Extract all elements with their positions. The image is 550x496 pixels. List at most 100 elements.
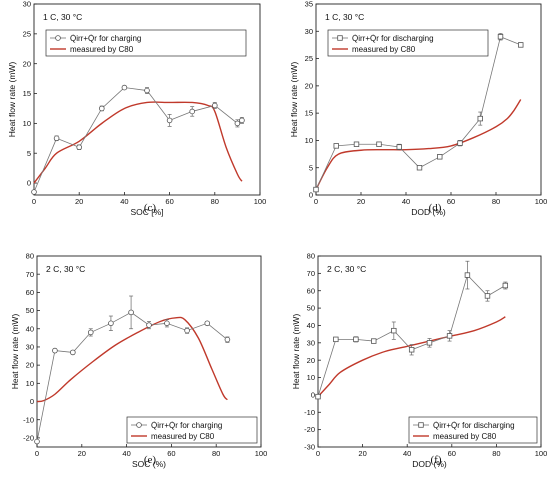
x-axis-label: SOC [%] (130, 207, 163, 217)
y-tick-label: 60 (26, 288, 34, 297)
x-tick-label: 80 (212, 449, 220, 458)
x-axis: 0 20 40 60 80 100 (35, 444, 267, 458)
plot-frame (315, 3, 542, 196)
data-point (391, 327, 397, 334)
data-point (144, 87, 150, 94)
x-tick-label: 40 (122, 449, 130, 458)
condition-annotation: 1 C, 30 °C (43, 12, 82, 22)
data-point (146, 322, 152, 328)
legend: Q̇irr+Q̇r for charging measured by C80 (126, 416, 258, 444)
x-axis: 0 20 40 60 80 100 (316, 444, 547, 458)
legend: Q̇irr+Q̇r for discharging measured by C80 (408, 416, 538, 444)
y-axis: -30 -20 -10 0 10 20 30 40 50 60 70 80 (304, 252, 321, 452)
data-point (34, 438, 40, 445)
series-line-measured-c80 (317, 316, 506, 398)
x-tick-label: 40 (403, 449, 411, 458)
legend-label-calculated: Q̇irr+Q̇r for charging (70, 34, 141, 43)
data-point (121, 84, 128, 91)
condition-annotation: 1 C, 30 °C (325, 12, 364, 22)
y-tick-label: 30 (23, 0, 31, 9)
y-tick-label: 40 (26, 324, 34, 333)
legend-box (327, 29, 489, 57)
x-tick-label: 0 (316, 449, 320, 458)
y-axis-label: Heat flow rate (mW) (10, 314, 20, 390)
x-tick-label: 60 (448, 449, 456, 458)
y-tick-label: 30 (305, 27, 313, 36)
legend-marker (136, 422, 142, 428)
panel-caption: (d) (429, 202, 442, 214)
legend-label-measured: measured by C80 (352, 45, 416, 54)
x-axis-label: DOD (%) (411, 207, 446, 217)
data-point (446, 333, 453, 339)
y-tick-label: 25 (23, 29, 31, 38)
y-tick-label: 5 (27, 149, 31, 158)
data-point (437, 154, 443, 160)
data-point (128, 309, 134, 316)
data-point (76, 144, 82, 151)
y-axis-label: Heat flow rate (mW) (7, 62, 17, 138)
x-tick-label: 20 (75, 197, 83, 206)
data-point (166, 117, 173, 124)
panel-caption: (e) (144, 454, 157, 466)
y-tick-label: 10 (307, 373, 315, 382)
y-tick-label: -30 (304, 443, 315, 452)
y-tick-label: -20 (23, 434, 34, 443)
data-point (353, 141, 360, 147)
x-tick-label: 100 (535, 449, 548, 458)
x-tick-label: 60 (167, 449, 175, 458)
y-tick-label: 50 (26, 306, 34, 315)
data-point (53, 135, 60, 142)
y-tick-label: 20 (23, 59, 31, 68)
y-tick-label: 70 (26, 270, 34, 279)
y-tick-label: 0 (309, 191, 313, 200)
y-tick-label: 20 (26, 361, 34, 370)
x-axis-label: SOC (%) (132, 459, 166, 469)
data-point (87, 329, 94, 336)
data-point (502, 282, 509, 289)
x-tick-label: 80 (492, 197, 500, 206)
y-tick-label: 25 (305, 54, 313, 63)
x-tick-label: 20 (357, 197, 365, 206)
y-tick-label: 0 (30, 397, 34, 406)
data-point (70, 349, 76, 356)
x-tick-label: 100 (535, 197, 548, 206)
y-tick-label: 80 (307, 252, 315, 261)
data-point (52, 347, 58, 354)
y-axis-label: Heat flow rate (mW) (291, 314, 301, 390)
data-point (212, 102, 218, 109)
x-tick-label: 80 (211, 197, 219, 206)
y-tick-label: 40 (307, 321, 315, 330)
y-tick-label: -10 (23, 415, 34, 424)
data-point (234, 120, 241, 127)
data-point (408, 347, 415, 353)
panel-f: 0 20 40 60 80 100 -30 -20 -10 0 10 20 30 40 50 60 70 80 DO… (291, 252, 547, 469)
condition-annotation: 2 C, 30 °C (327, 264, 366, 274)
data-point (313, 186, 319, 193)
plot-frame (33, 3, 261, 196)
data-point (416, 165, 423, 171)
y-tick-label: 15 (305, 109, 313, 118)
legend-box (126, 416, 258, 444)
x-tick-label: 20 (358, 449, 366, 458)
x-tick-label: 100 (254, 197, 267, 206)
legend: Q̇irr+Q̇r for charging measured by C80 (45, 29, 247, 57)
y-tick-label: 30 (26, 343, 34, 352)
data-point (497, 34, 504, 40)
x-tick-label: 60 (447, 197, 455, 206)
data-point (457, 140, 463, 146)
series-line-measured-c80 (33, 101, 243, 184)
data-point (164, 320, 170, 327)
data-point (224, 336, 231, 343)
y-tick-label: 20 (305, 81, 313, 90)
y-tick-label: 15 (23, 89, 31, 98)
x-tick-label: 0 (314, 197, 318, 206)
data-point (315, 393, 321, 400)
y-tick-label: 5 (309, 163, 313, 172)
data-point (396, 144, 402, 150)
data-point (99, 105, 105, 112)
data-point (239, 117, 245, 124)
legend-label-measured: measured by C80 (151, 432, 215, 441)
condition-annotation: 2 C, 30 °C (46, 264, 85, 274)
panel-e: 0 20 40 60 80 100 -20 -10 0 10 20 30 40 50 60 70 80 SOC (… (10, 252, 267, 469)
